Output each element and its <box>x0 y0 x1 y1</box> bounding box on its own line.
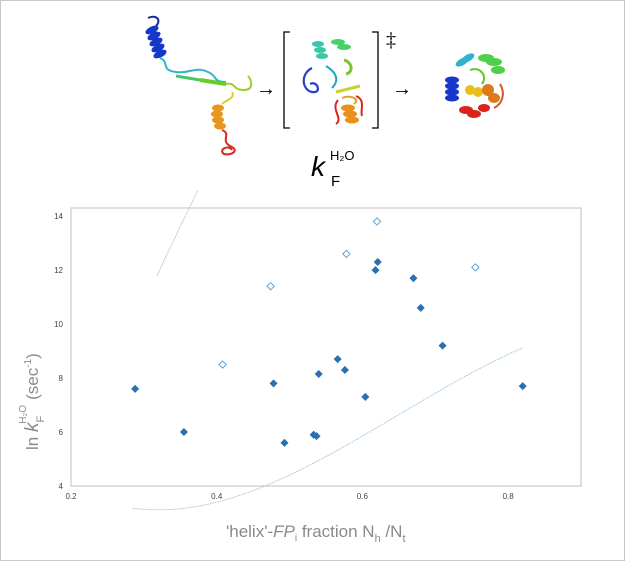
data-point-filled <box>280 438 289 447</box>
data-point-filled <box>438 341 447 350</box>
data-point-filled <box>373 257 382 267</box>
data-point-open <box>471 263 480 272</box>
transition-state-symbol: ‡ <box>386 29 396 51</box>
data-point-filled <box>340 365 349 374</box>
data-point-filled <box>131 384 140 393</box>
transition-state-protein-image <box>302 39 363 125</box>
x-axis-title: 'helix'-FPi fraction Nh /Nt <box>226 522 406 545</box>
transition-state-bracket <box>283 31 379 129</box>
x-tick-label: 0.8 <box>503 492 515 501</box>
arrow-2: → <box>392 78 412 100</box>
data-point-filled <box>312 432 321 441</box>
data-point-filled <box>416 303 425 312</box>
y-tick-label: 6 <box>59 428 64 437</box>
y-tick-label: 8 <box>59 374 64 383</box>
unfolded-protein-image <box>145 15 253 156</box>
axis-ticks: 0.2 0.4 0.6 0.8 4 6 8 10 12 14 <box>54 212 514 501</box>
data-point-filled <box>409 274 418 283</box>
data-point-filled <box>179 427 188 437</box>
data-point-filled <box>371 266 380 275</box>
y-tick-label: 10 <box>54 320 63 329</box>
data-point-filled <box>518 382 527 391</box>
data-point-filled <box>314 369 323 379</box>
data-point-open <box>342 249 351 259</box>
rate-constant-label: k F H₂O <box>311 148 355 190</box>
data-point-filled <box>333 355 342 364</box>
svg-text:H₂O: H₂O <box>330 148 355 163</box>
fit-curve-filled <box>132 347 523 511</box>
data-point-open <box>266 281 275 291</box>
x-tick-label: 0.2 <box>65 492 77 501</box>
arrow-1: → <box>256 78 276 100</box>
data-point-open <box>218 360 227 369</box>
y-tick-label: 12 <box>54 266 63 275</box>
y-tick-label: 14 <box>54 212 63 221</box>
folding-scheme: → ‡ → <box>145 15 505 190</box>
x-tick-label: 0.6 <box>357 492 369 501</box>
svg-text:F: F <box>331 173 340 190</box>
plot-area <box>70 207 582 487</box>
data-point-open <box>372 217 382 226</box>
data-points <box>131 217 527 447</box>
folded-protein-image <box>445 53 505 118</box>
scatter-chart: 0.2 0.4 0.6 0.8 4 6 8 10 12 14 ln kFH₂O(sec-1) 'h… <box>18 190 582 545</box>
fit-curves <box>132 190 523 511</box>
data-point-filled <box>361 392 370 401</box>
svg-text:k: k <box>311 151 327 182</box>
y-axis-title: ln kFH₂O(sec-1) <box>18 353 47 450</box>
x-tick-label: 0.4 <box>211 492 223 501</box>
y-tick-label: 4 <box>59 482 64 491</box>
data-point-filled <box>269 379 278 388</box>
